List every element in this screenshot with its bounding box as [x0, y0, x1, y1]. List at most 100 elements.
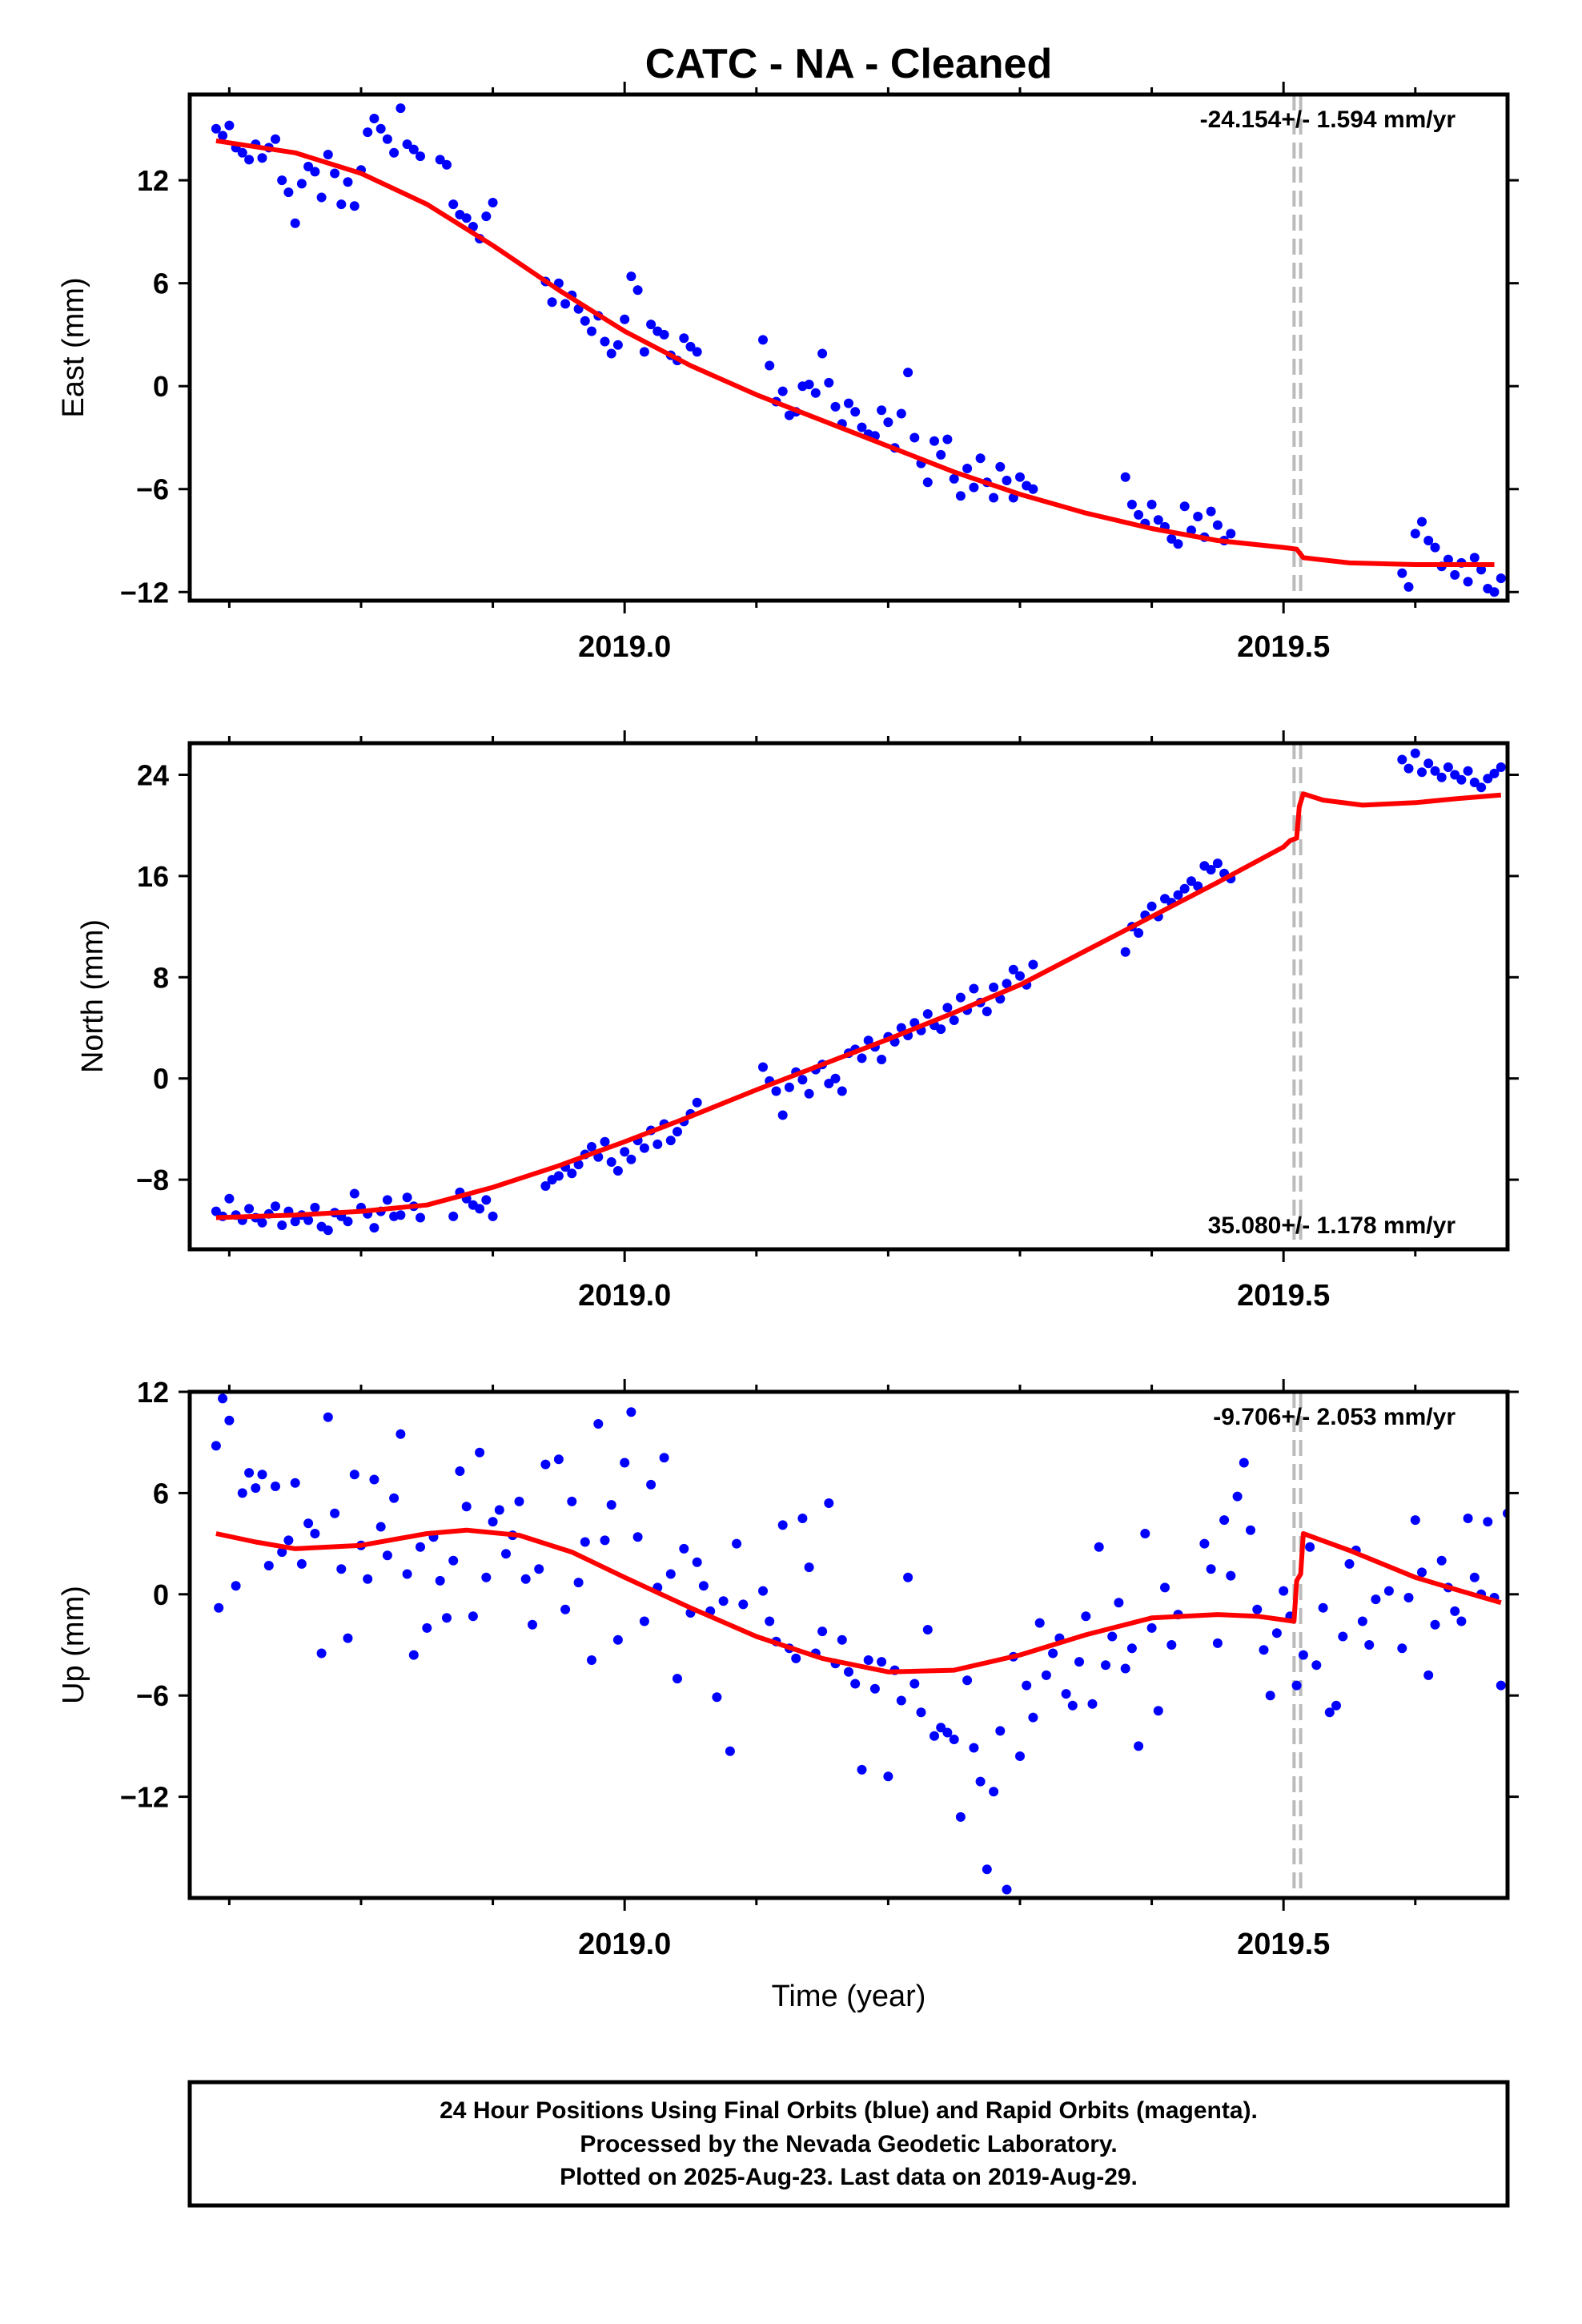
up-data-point [732, 1538, 742, 1549]
up-data-point [1140, 1529, 1150, 1538]
x-axis-label: Time (year) [772, 1980, 926, 2013]
up-data-point [949, 1735, 959, 1744]
up-data-point [817, 1626, 828, 1637]
east-data-point [949, 473, 959, 484]
up-data-point [1048, 1648, 1058, 1659]
north-data-point [1028, 959, 1038, 970]
up-data-point [389, 1493, 400, 1503]
east-data-point [685, 341, 696, 352]
east-data-point [1015, 472, 1025, 482]
north-data-point [488, 1211, 498, 1221]
up-data-point [1114, 1598, 1124, 1608]
east-data-point [1450, 569, 1460, 580]
up-data-point [1279, 1586, 1289, 1596]
east-data-point [679, 333, 689, 344]
up-data-point [263, 1561, 274, 1570]
east-data-point [580, 316, 590, 326]
up-points [211, 1393, 1508, 1895]
up-data-point [237, 1488, 247, 1498]
north-x-tick-label: 2019.5 [1237, 1279, 1330, 1313]
east-data-point [804, 380, 814, 390]
north-data-point [1489, 768, 1500, 778]
up-data-point [869, 1683, 880, 1694]
east-data-point [283, 187, 294, 198]
east-y-tick-label: 6 [153, 267, 169, 300]
up-data-point [587, 1655, 596, 1665]
east-data-point [975, 453, 986, 464]
east-data-point [955, 491, 966, 501]
up-data-point [930, 1731, 939, 1741]
north-data-point [1186, 876, 1196, 887]
up-data-point [290, 1478, 300, 1488]
up-data-point [461, 1502, 472, 1512]
up-data-point [975, 1776, 986, 1787]
east-data-point [336, 199, 347, 210]
up-data-point [1417, 1567, 1427, 1578]
east-data-point [224, 120, 235, 131]
up-data-point [343, 1633, 353, 1643]
up-data-point [1160, 1582, 1170, 1593]
east-data-point [857, 422, 867, 432]
north-y-tick-label: 16 [137, 860, 169, 893]
up-y-tick-label: −6 [136, 1679, 169, 1712]
up-data-point [1041, 1670, 1051, 1680]
up-data-point [916, 1707, 926, 1718]
east-data-point [310, 167, 320, 177]
up-y-axis-label: Up (mm) [57, 1586, 90, 1704]
north-data-point [824, 1079, 834, 1088]
east-data-point [758, 335, 768, 345]
east-data-point [896, 408, 906, 419]
north-data-point [1423, 758, 1434, 769]
east-data-point [547, 297, 557, 308]
up-data-point [1212, 1638, 1223, 1648]
north-data-point [448, 1211, 459, 1221]
north-data-point [369, 1223, 379, 1233]
up-data-point [725, 1746, 735, 1756]
north-data-point [1120, 947, 1130, 957]
east-data-point [296, 179, 307, 189]
north-data-point [600, 1136, 610, 1147]
north-data-point [777, 1110, 788, 1120]
north-data-point [758, 1062, 768, 1072]
up-data-point [310, 1529, 320, 1538]
north-data-point [612, 1166, 623, 1176]
up-data-point [1206, 1564, 1216, 1574]
up-data-point [632, 1532, 643, 1542]
north-data-point [863, 1035, 873, 1046]
east-data-point [448, 199, 459, 210]
east-data-point [271, 134, 280, 144]
up-data-point [797, 1514, 808, 1523]
east-data-point [560, 299, 571, 309]
up-data-point [989, 1787, 999, 1797]
north-data-point [639, 1143, 649, 1153]
up-data-point [277, 1547, 287, 1558]
up-panel: 12 6 0 −6 −12 2019.0 2019.5 Up (mm) -9.706+/- 2.… [57, 1376, 1519, 1961]
up-data-point [567, 1496, 577, 1506]
north-data-point [1206, 865, 1216, 875]
up-data-point [942, 1727, 953, 1738]
east-data-point [323, 150, 333, 159]
east-data-point [389, 147, 400, 158]
east-data-point [632, 285, 643, 296]
up-data-point [1239, 1458, 1249, 1468]
east-data-point [1173, 539, 1183, 549]
east-data-point [369, 114, 379, 123]
east-data-point [1179, 501, 1190, 512]
north-data-point [665, 1136, 676, 1146]
east-y-tick-label: −12 [120, 576, 169, 609]
north-y-axis-label: North (mm) [76, 919, 110, 1073]
up-data-point [1002, 1884, 1012, 1895]
east-data-point [765, 360, 775, 371]
up-data-point [877, 1657, 887, 1667]
east-data-point [810, 388, 821, 398]
up-data-point [1107, 1631, 1118, 1642]
north-data-point [784, 1082, 794, 1092]
north-data-point [303, 1215, 314, 1225]
north-data-point [1469, 778, 1480, 787]
up-data-point [612, 1634, 623, 1645]
up-data-point [936, 1723, 946, 1733]
up-data-point [692, 1557, 702, 1567]
east-data-point [244, 155, 255, 165]
north-data-point [1015, 971, 1025, 981]
